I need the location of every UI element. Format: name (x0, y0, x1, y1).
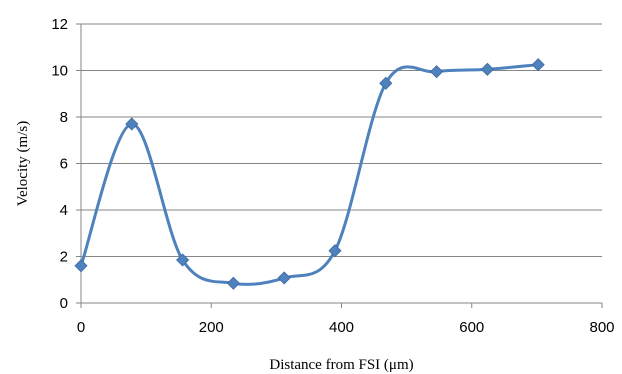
y-tick-label: 10 (51, 63, 68, 80)
y-tick-label: 2 (60, 249, 68, 266)
y-tick-label: 8 (60, 109, 68, 126)
data-point-6 (379, 76, 393, 90)
x-tick-label: 800 (589, 319, 614, 336)
x-tick-label: 0 (77, 319, 85, 336)
x-tick-label: 400 (329, 319, 354, 336)
data-point-5 (328, 244, 342, 258)
y-tick-label: 0 (60, 295, 68, 312)
x-tick-label: 200 (199, 319, 224, 336)
series-line-0 (79, 63, 539, 286)
data-point-7 (430, 65, 444, 79)
data-point-1 (125, 117, 139, 131)
series (74, 58, 545, 290)
data-point-2 (176, 253, 190, 267)
x-tick-label: 600 (459, 319, 484, 336)
data-point-9 (531, 58, 545, 72)
data-point-4 (277, 271, 291, 285)
y-tick-label: 4 (60, 202, 68, 219)
data-point-0 (74, 259, 88, 273)
y-tick-label: 6 (60, 156, 68, 173)
x-axis-title: Distance from FSI (μm) (269, 357, 413, 373)
gridlines (81, 23, 602, 257)
y-axis-title: Velocity (m/s) (15, 121, 31, 206)
tick-labels: 0 2 4 6 8 10 12 0 200 400 600 800 (51, 16, 614, 336)
axes (76, 23, 603, 308)
data-point-8 (480, 62, 494, 76)
data-point-3 (226, 276, 240, 290)
y-tick-label: 12 (51, 16, 68, 33)
